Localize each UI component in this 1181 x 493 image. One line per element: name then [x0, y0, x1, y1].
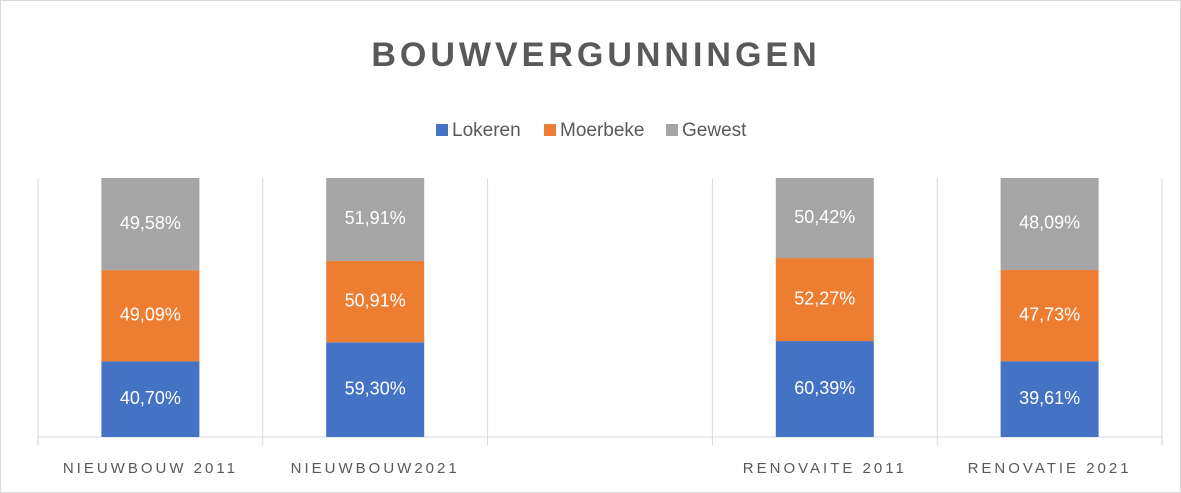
bar-segment — [326, 260, 425, 343]
bar-segment — [101, 178, 200, 271]
x-tick-label: NIEUWBOUW 2011 — [63, 460, 238, 477]
legend-label: Gewest — [682, 120, 747, 141]
data-label: 60,39% — [794, 378, 855, 398]
bar-segment — [775, 258, 874, 342]
data-label: 59,30% — [345, 378, 406, 398]
legend-swatch — [436, 124, 448, 136]
data-label: 50,42% — [794, 207, 855, 227]
legend-label: Lokeren — [452, 120, 521, 141]
bar-segment — [1000, 361, 1099, 437]
bar-segment — [101, 361, 200, 437]
data-label: 50,91% — [345, 290, 406, 310]
x-tick-label: RENOVAITE 2011 — [743, 460, 907, 477]
legend-swatch — [666, 124, 678, 136]
bar-segment — [1000, 269, 1099, 362]
data-label: 49,09% — [120, 305, 181, 325]
x-tick-label: NIEUWBOUW2021 — [291, 460, 460, 477]
x-tick-label: RENOVATIE 2021 — [968, 460, 1132, 477]
bar-segment — [775, 178, 874, 259]
bar-segment — [326, 178, 425, 261]
bar-segment — [1000, 178, 1099, 270]
data-label: 52,27% — [794, 288, 855, 308]
data-label: 48,09% — [1019, 213, 1080, 233]
bar-segment — [101, 270, 200, 362]
legend-swatch — [544, 124, 556, 136]
data-label: 49,58% — [120, 213, 181, 233]
data-label: 40,70% — [120, 388, 181, 408]
chart-title: BOUWVERGUNNINGEN — [371, 36, 820, 74]
bar-segment — [775, 341, 874, 437]
bar-segment — [326, 342, 425, 437]
data-label: 47,73% — [1019, 304, 1080, 324]
legend-label: Moerbeke — [560, 120, 645, 141]
data-label: 51,91% — [345, 208, 406, 228]
data-label: 39,61% — [1019, 388, 1080, 408]
